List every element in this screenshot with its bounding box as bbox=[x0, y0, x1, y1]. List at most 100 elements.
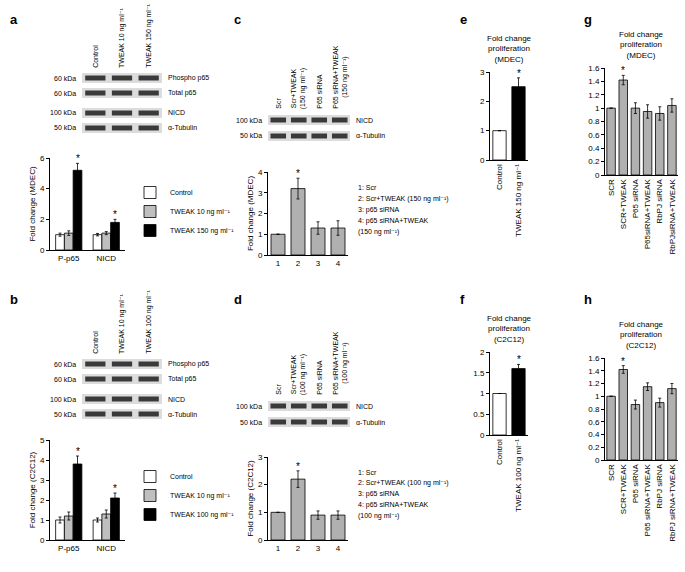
svg-text:P65 siRNA+TWEAK(100 ng ml⁻¹): P65 siRNA+TWEAK(100 ng ml⁻¹) bbox=[332, 331, 349, 395]
svg-text:4: 4 bbox=[40, 456, 45, 465]
svg-text:Total p65: Total p65 bbox=[168, 375, 197, 383]
svg-text:*: * bbox=[296, 461, 300, 472]
svg-text:Fold changeproliferation(MDEC): Fold changeproliferation(MDEC) bbox=[619, 30, 664, 60]
svg-text:2: 2 bbox=[480, 97, 485, 106]
svg-text:α-Tubulin: α-Tubulin bbox=[168, 411, 197, 418]
svg-text:100 kDa: 100 kDa bbox=[50, 109, 76, 116]
svg-text:NICD: NICD bbox=[96, 254, 116, 263]
svg-text:60 kDa: 60 kDa bbox=[54, 376, 76, 383]
svg-text:*: * bbox=[113, 209, 117, 220]
svg-text:Phospho p65: Phospho p65 bbox=[168, 74, 209, 82]
svg-text:0: 0 bbox=[258, 536, 263, 545]
svg-text:TWEAK 10 ng ml⁻¹: TWEAK 10 ng ml⁻¹ bbox=[170, 208, 230, 216]
svg-text:4: 4 bbox=[336, 259, 341, 268]
svg-text:1: 1 bbox=[595, 104, 600, 113]
svg-text:0: 0 bbox=[258, 251, 263, 260]
svg-text:Phospho p65: Phospho p65 bbox=[168, 360, 209, 368]
svg-text:1: 1 bbox=[276, 259, 281, 268]
svg-text:1: Scr: 1: Scr bbox=[358, 184, 377, 191]
svg-text:P65 siRNA: P65 siRNA bbox=[316, 74, 323, 109]
svg-text:P65 siRNA+TWEAK(150 ng ml⁻¹): P65 siRNA+TWEAK(150 ng ml⁻¹) bbox=[332, 45, 349, 109]
svg-text:(150 ng ml⁻¹): (150 ng ml⁻¹) bbox=[358, 228, 399, 236]
svg-text:a: a bbox=[10, 12, 18, 27]
svg-text:3: 3 bbox=[40, 476, 45, 485]
svg-text:50 kDa: 50 kDa bbox=[240, 132, 262, 139]
svg-text:2: 2 bbox=[296, 259, 301, 268]
svg-text:h: h bbox=[584, 292, 592, 307]
svg-text:2: 2 bbox=[258, 209, 263, 218]
svg-text:0.4: 0.4 bbox=[588, 144, 600, 153]
svg-text:TWEAK 150 ng ml⁻¹: TWEAK 150 ng ml⁻¹ bbox=[170, 227, 234, 235]
svg-text:1: 1 bbox=[258, 230, 263, 239]
svg-text:1.4: 1.4 bbox=[588, 367, 600, 376]
svg-text:6: 6 bbox=[40, 154, 45, 163]
svg-text:Fold change (MDEC): Fold change (MDEC) bbox=[28, 166, 37, 241]
svg-text:*: * bbox=[517, 68, 521, 79]
svg-text:RbPJ siRNA: RbPJ siRNA bbox=[655, 464, 664, 509]
svg-text:1: Scr: 1: Scr bbox=[358, 469, 377, 476]
svg-text:4: 4 bbox=[40, 184, 45, 193]
svg-text:g: g bbox=[584, 12, 592, 27]
svg-text:TWEAK 10 ng ml⁻¹: TWEAK 10 ng ml⁻¹ bbox=[118, 8, 126, 68]
svg-text:TWEAK 100 ng ml⁻¹: TWEAK 100 ng ml⁻¹ bbox=[514, 439, 523, 512]
svg-text:c: c bbox=[234, 12, 241, 27]
svg-text:TWEAK 100 ng ml⁻¹: TWEAK 100 ng ml⁻¹ bbox=[170, 511, 234, 519]
svg-text:α-Tubulin: α-Tubulin bbox=[168, 124, 197, 131]
svg-text:*: * bbox=[76, 446, 80, 457]
svg-text:Fold changeproliferation(C2C12: Fold changeproliferation(C2C12) bbox=[619, 320, 664, 350]
svg-text:1: 1 bbox=[480, 389, 485, 398]
svg-text:Fold change (MDEC): Fold change (MDEC) bbox=[246, 176, 255, 251]
svg-text:2: 2 bbox=[258, 480, 263, 489]
svg-text:2: 2 bbox=[40, 215, 45, 224]
svg-text:3: 3 bbox=[480, 68, 485, 77]
svg-text:SCR+TWEAK: SCR+TWEAK bbox=[619, 179, 628, 230]
svg-text:RbPJ siRNA: RbPJ siRNA bbox=[655, 179, 664, 224]
svg-text:2: Scr+TWEAK (100 ng ml⁻¹): 2: Scr+TWEAK (100 ng ml⁻¹) bbox=[358, 479, 449, 487]
svg-text:3: 3 bbox=[258, 453, 263, 462]
svg-text:*: * bbox=[621, 356, 625, 367]
svg-text:P65 siRNA: P65 siRNA bbox=[631, 464, 640, 504]
svg-text:b: b bbox=[10, 292, 18, 307]
svg-text:3: 3 bbox=[316, 544, 321, 553]
svg-text:*: * bbox=[296, 168, 300, 179]
svg-text:Control: Control bbox=[495, 164, 504, 190]
svg-text:f: f bbox=[460, 292, 465, 307]
svg-text:Scr: Scr bbox=[275, 384, 282, 395]
svg-text:P65 siRNA: P65 siRNA bbox=[631, 179, 640, 219]
svg-text:0: 0 bbox=[595, 456, 600, 465]
svg-text:4: p65 siRNA+TWEAK: 4: p65 siRNA+TWEAK bbox=[358, 501, 429, 509]
svg-text:P65siRNA+TWEAK: P65siRNA+TWEAK bbox=[643, 179, 652, 250]
svg-text:Scr: Scr bbox=[275, 98, 282, 109]
svg-text:(100 ng ml⁻¹): (100 ng ml⁻¹) bbox=[358, 512, 399, 520]
svg-text:0.8: 0.8 bbox=[588, 405, 600, 414]
svg-text:SCR: SCR bbox=[607, 179, 616, 196]
svg-text:1.4: 1.4 bbox=[588, 77, 600, 86]
svg-text:d: d bbox=[234, 292, 242, 307]
svg-text:α-Tubulin: α-Tubulin bbox=[356, 419, 385, 426]
svg-text:α-Tubulin: α-Tubulin bbox=[356, 132, 385, 139]
svg-text:P65 siRNA: P65 siRNA bbox=[316, 360, 323, 395]
svg-text:0: 0 bbox=[40, 246, 45, 255]
svg-text:RbPJsiRNA+TWEAK: RbPJsiRNA+TWEAK bbox=[668, 179, 677, 255]
svg-text:Scr+TWEAK(100 ng ml⁻¹): Scr+TWEAK(100 ng ml⁻¹) bbox=[290, 354, 307, 395]
svg-text:SCR: SCR bbox=[607, 464, 616, 481]
svg-text:TWEAK 150 ng ml⁻¹: TWEAK 150 ng ml⁻¹ bbox=[514, 164, 523, 237]
svg-text:0: 0 bbox=[480, 156, 485, 165]
svg-text:1: 1 bbox=[258, 508, 263, 517]
svg-text:0: 0 bbox=[480, 431, 485, 440]
svg-text:3: p65 siRNA: 3: p65 siRNA bbox=[358, 490, 400, 498]
svg-text:*: * bbox=[517, 354, 521, 365]
svg-text:P-p65: P-p65 bbox=[58, 544, 80, 553]
svg-text:NICD: NICD bbox=[356, 403, 373, 410]
svg-text:2: 2 bbox=[40, 496, 45, 505]
svg-text:100 kDa: 100 kDa bbox=[236, 403, 262, 410]
svg-text:50 kDa: 50 kDa bbox=[240, 419, 262, 426]
svg-text:Fold changeproliferation(MDEC): Fold changeproliferation(MDEC) bbox=[487, 34, 532, 64]
svg-text:RbPJ siRNA+TWEAK: RbPJ siRNA+TWEAK bbox=[668, 464, 677, 542]
svg-text:1: 1 bbox=[480, 126, 485, 135]
svg-text:SCR+TWEAK: SCR+TWEAK bbox=[619, 464, 628, 515]
svg-text:Total p65: Total p65 bbox=[168, 89, 197, 97]
svg-text:1.2: 1.2 bbox=[588, 91, 600, 100]
svg-text:NICD: NICD bbox=[96, 544, 116, 553]
svg-text:60 kDa: 60 kDa bbox=[54, 90, 76, 97]
